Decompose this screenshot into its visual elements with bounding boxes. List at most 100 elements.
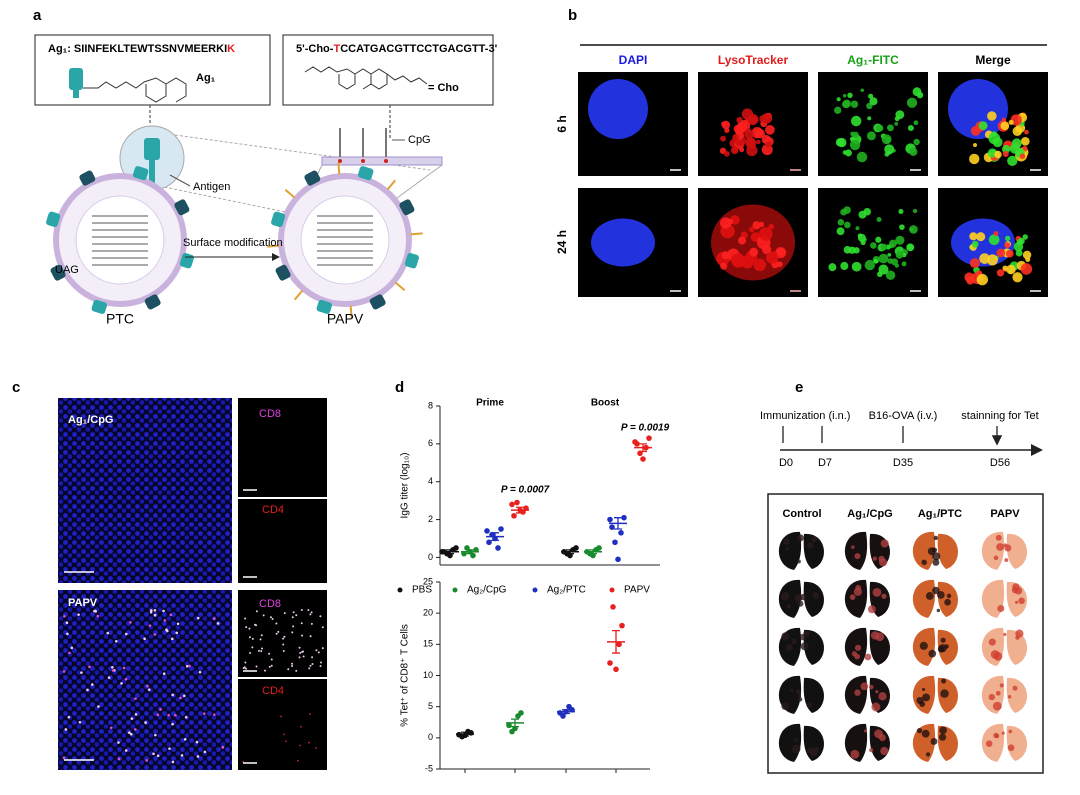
stain-dot xyxy=(180,754,184,757)
lesion xyxy=(812,592,820,599)
blob xyxy=(1004,242,1011,249)
dot xyxy=(514,499,520,506)
protein xyxy=(50,264,66,281)
legend-marker xyxy=(397,587,403,593)
blob xyxy=(836,227,845,236)
blob xyxy=(875,236,882,243)
stain-dot xyxy=(299,652,302,655)
blob xyxy=(1025,256,1031,262)
lesion xyxy=(786,604,791,609)
stain-dot xyxy=(165,628,168,632)
lesion xyxy=(791,744,801,754)
blob xyxy=(731,253,746,268)
lesion xyxy=(993,555,999,561)
blob xyxy=(753,258,767,272)
stain-dot xyxy=(94,610,97,613)
lung xyxy=(912,531,936,570)
stain-dot xyxy=(283,635,286,638)
lesion xyxy=(988,693,996,701)
stain-dot xyxy=(163,619,167,622)
dot xyxy=(484,528,490,534)
dot xyxy=(615,556,621,563)
blob xyxy=(913,138,920,146)
category-label: Boost xyxy=(591,398,620,409)
stain-dot xyxy=(62,670,66,673)
blob xyxy=(1012,272,1023,283)
cpg xyxy=(337,162,341,175)
channel-label: CD8 xyxy=(259,598,281,610)
stain-dot xyxy=(249,651,252,654)
stain-dot xyxy=(212,617,216,620)
stain-dot xyxy=(255,665,258,668)
membrane xyxy=(321,156,443,166)
seq-highlight: K xyxy=(227,43,235,55)
stain-dot xyxy=(169,613,173,617)
stain-dot xyxy=(147,688,151,692)
blob xyxy=(1006,264,1016,275)
lesion xyxy=(781,702,790,710)
stain-dot xyxy=(302,655,305,658)
blob xyxy=(895,235,905,245)
zoom-line xyxy=(129,134,431,216)
lesion xyxy=(944,644,949,649)
stain-dot xyxy=(124,749,128,752)
lesion xyxy=(796,559,801,564)
lungs xyxy=(778,531,1027,762)
blob xyxy=(976,273,989,286)
lesion xyxy=(999,683,1004,688)
antigen-icon xyxy=(144,138,160,160)
stain-dot xyxy=(270,658,273,661)
stain-dot xyxy=(282,643,285,646)
day: D0 xyxy=(779,457,793,469)
blob xyxy=(969,258,980,269)
blob xyxy=(1020,136,1030,146)
stain-dot xyxy=(117,741,120,744)
blob xyxy=(916,91,924,99)
stain-dot xyxy=(308,741,310,744)
stain-dot xyxy=(167,713,170,717)
stain-dot xyxy=(185,664,189,668)
particle-label: PTC xyxy=(106,311,134,327)
particle-core xyxy=(300,195,390,285)
blob xyxy=(749,226,755,233)
stain-dot xyxy=(283,612,286,615)
blob xyxy=(996,248,1006,258)
lesion xyxy=(869,748,874,753)
stain-dot xyxy=(216,622,220,625)
channel-label: CD4 xyxy=(262,685,284,697)
lesion xyxy=(871,702,881,712)
y-axis-label: IgG titer (log₁₀) xyxy=(400,453,411,519)
blob xyxy=(768,223,774,230)
lesion xyxy=(925,592,934,600)
micrograph xyxy=(58,590,232,770)
cpg xyxy=(293,289,304,301)
stain-dot xyxy=(198,670,202,674)
stain-dot xyxy=(300,609,303,612)
blob xyxy=(758,227,773,241)
lung xyxy=(912,579,936,618)
stain-dot xyxy=(292,625,295,628)
stain-dot xyxy=(309,713,311,716)
panel-label: c xyxy=(12,379,20,396)
column-header: Ag₁-FITC xyxy=(847,53,899,67)
lesion xyxy=(791,638,797,644)
panel-b: DAPI LysoTracker Ag₁-FITC Merge 6 h 24 h xyxy=(555,44,1048,297)
dot xyxy=(619,622,625,629)
peptide: Ag₁: SIINFEKLTEWTSSNVMEERKIK xyxy=(48,43,235,55)
legend-label: PAPV xyxy=(624,585,650,596)
stain-dot xyxy=(162,609,165,613)
stain-dot xyxy=(203,712,206,715)
particle xyxy=(46,162,423,318)
error-bar xyxy=(639,443,647,453)
panel-e: Immunization (i.n.) B16-OVA (i.v.) stain… xyxy=(760,410,1044,774)
blob xyxy=(761,113,773,124)
lung xyxy=(1006,629,1027,665)
blob xyxy=(721,121,726,127)
stain-dot xyxy=(129,621,132,624)
blob xyxy=(884,151,890,157)
stain-dot xyxy=(106,631,110,635)
blob xyxy=(891,258,899,266)
stain-dot xyxy=(70,646,74,650)
row-header: 24 h xyxy=(555,230,569,254)
stain-dot xyxy=(170,637,174,641)
